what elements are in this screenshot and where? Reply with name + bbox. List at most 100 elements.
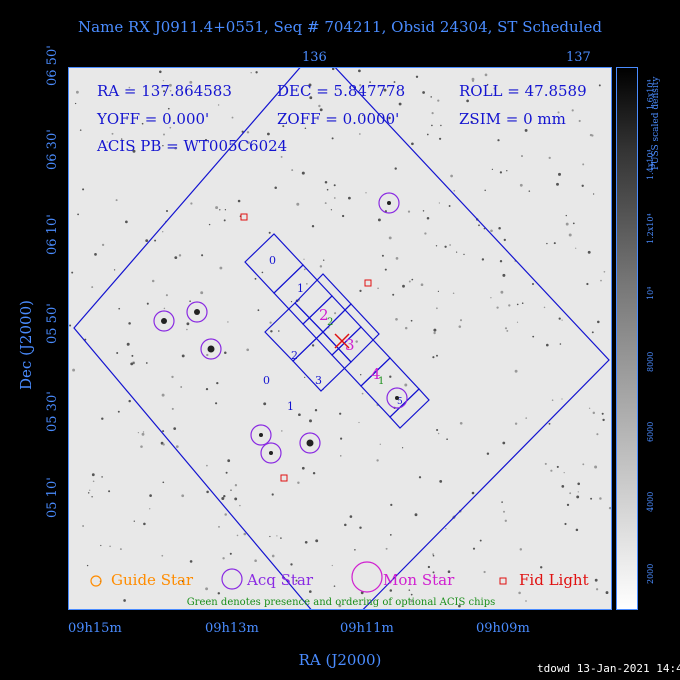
faint-star bbox=[525, 417, 528, 419]
bright-stars bbox=[161, 201, 399, 455]
faint-star bbox=[408, 280, 411, 283]
faint-star bbox=[392, 293, 395, 296]
acis-i-chip bbox=[292, 331, 352, 392]
faint-star bbox=[111, 132, 114, 135]
acq-star bbox=[260, 442, 282, 464]
faint-star bbox=[91, 473, 95, 477]
faint-star bbox=[174, 256, 178, 260]
faint-star bbox=[169, 89, 172, 92]
faint-star bbox=[501, 501, 503, 503]
faint-star bbox=[174, 147, 177, 150]
faint-star bbox=[309, 419, 312, 423]
faint-star bbox=[290, 300, 293, 303]
fid-light bbox=[280, 474, 288, 482]
faint-star bbox=[433, 331, 436, 335]
faint-star bbox=[331, 137, 334, 140]
faint-star bbox=[154, 239, 157, 242]
faint-star bbox=[502, 510, 506, 513]
y-axis-tick: 06 30' bbox=[45, 129, 60, 170]
faint-star bbox=[516, 321, 519, 323]
plot-title: Name RX J0911.4+0551, Seq # 704211, Obsi… bbox=[78, 18, 602, 36]
faint-star bbox=[206, 464, 208, 467]
faint-star bbox=[349, 515, 353, 518]
faint-star bbox=[330, 209, 333, 211]
chip-label: 2 bbox=[291, 349, 298, 362]
faint-star bbox=[328, 327, 330, 329]
faint-star bbox=[247, 141, 250, 144]
faint-star bbox=[181, 580, 185, 583]
legend-guide-symbol bbox=[90, 575, 102, 587]
faint-star bbox=[340, 437, 343, 440]
faint-star bbox=[255, 71, 258, 74]
faint-star bbox=[581, 184, 584, 187]
faint-star bbox=[263, 402, 267, 406]
faint-star bbox=[143, 522, 146, 526]
x-axis-tick: 09h15m bbox=[68, 621, 122, 636]
faint-star bbox=[393, 81, 396, 83]
faint-star bbox=[414, 513, 418, 517]
faint-star bbox=[71, 271, 74, 274]
faint-star bbox=[459, 319, 463, 322]
faint-star bbox=[532, 335, 535, 338]
faint-star bbox=[418, 476, 422, 479]
faint-star bbox=[130, 362, 134, 366]
faint-star bbox=[359, 526, 362, 529]
info-acis-pb: ACIS PB = WT005C6024 bbox=[97, 137, 288, 155]
faint-star bbox=[499, 260, 503, 263]
faint-star bbox=[227, 321, 229, 323]
legend-acq-label: Acq Star bbox=[247, 571, 314, 589]
faint-star bbox=[483, 227, 486, 230]
faint-star bbox=[553, 242, 556, 245]
faint-star bbox=[189, 560, 193, 563]
faint-star bbox=[502, 441, 506, 445]
faint-star bbox=[452, 292, 455, 294]
faint-star bbox=[404, 326, 408, 330]
faint-star bbox=[221, 497, 225, 500]
faint-star bbox=[436, 428, 439, 432]
faint-star bbox=[430, 96, 432, 98]
x-axis-tick: 09h11m bbox=[340, 621, 394, 636]
faint-star bbox=[173, 427, 177, 430]
faint-star bbox=[162, 79, 165, 82]
faint-star bbox=[298, 413, 301, 417]
faint-star bbox=[77, 213, 79, 216]
faint-star bbox=[388, 116, 391, 120]
faint-star bbox=[141, 122, 144, 125]
faint-star bbox=[296, 202, 300, 206]
faint-star bbox=[591, 331, 594, 334]
faint-star bbox=[424, 232, 427, 235]
faint-star bbox=[91, 496, 93, 498]
faint-star bbox=[340, 455, 342, 457]
faint-star bbox=[314, 409, 318, 412]
faint-star bbox=[395, 317, 398, 321]
top-axis-tick: 136 bbox=[302, 50, 327, 65]
faint-star bbox=[145, 362, 148, 364]
faint-star bbox=[368, 112, 371, 115]
chip-label-mon: 4 bbox=[371, 365, 381, 383]
faint-star bbox=[588, 407, 591, 409]
faint-star bbox=[408, 589, 411, 591]
faint-star bbox=[445, 528, 447, 530]
faint-star bbox=[159, 70, 162, 74]
faint-star bbox=[261, 271, 264, 274]
faint-star bbox=[502, 273, 506, 277]
faint-star bbox=[126, 116, 129, 119]
faint-star bbox=[472, 547, 476, 550]
faint-star bbox=[521, 302, 524, 304]
chip-label-mon: 3 bbox=[345, 336, 355, 354]
faint-star bbox=[566, 503, 570, 507]
faint-star bbox=[426, 133, 429, 136]
faint-star bbox=[254, 277, 257, 280]
faint-star bbox=[471, 79, 475, 82]
faint-star bbox=[422, 91, 425, 94]
faint-star bbox=[222, 557, 225, 560]
y-axis-label: Dec (J2000) bbox=[17, 300, 35, 390]
faint-star bbox=[438, 137, 442, 140]
faint-star bbox=[126, 342, 130, 346]
faint-star bbox=[447, 570, 451, 573]
faint-star bbox=[91, 286, 94, 289]
faint-star bbox=[205, 387, 209, 391]
faint-star bbox=[592, 193, 595, 195]
legend-fid-label: Fid Light bbox=[519, 571, 589, 589]
faint-star bbox=[149, 494, 152, 497]
